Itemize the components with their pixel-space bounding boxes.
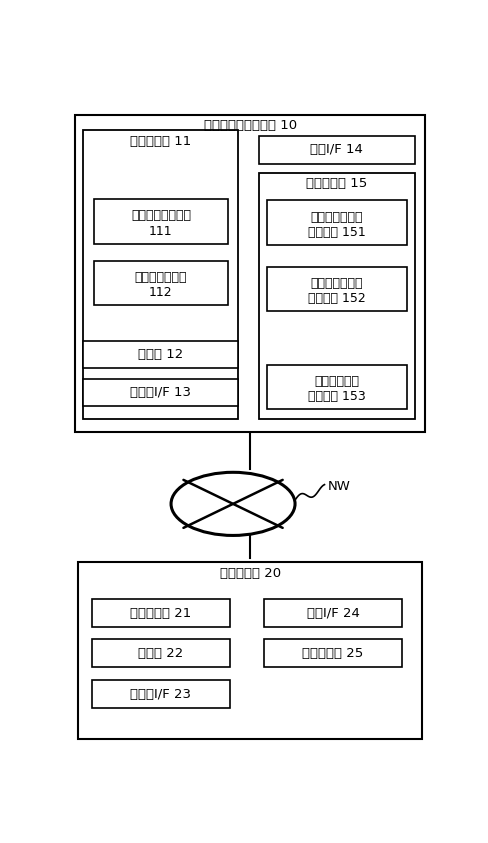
Text: NW: NW bbox=[327, 481, 350, 493]
FancyBboxPatch shape bbox=[94, 260, 228, 305]
FancyBboxPatch shape bbox=[267, 364, 407, 409]
FancyBboxPatch shape bbox=[78, 561, 422, 738]
Text: 111: 111 bbox=[149, 224, 173, 238]
FancyBboxPatch shape bbox=[94, 199, 228, 244]
Text: 通信I/F 24: 通信I/F 24 bbox=[306, 607, 360, 620]
Text: 入出力I/F 23: 入出力I/F 23 bbox=[130, 688, 191, 701]
FancyBboxPatch shape bbox=[92, 599, 230, 627]
Text: 義足情報提供サーバ 10: 義足情報提供サーバ 10 bbox=[203, 120, 297, 132]
Text: メモリ 12: メモリ 12 bbox=[138, 347, 183, 361]
Text: 通信I/F 14: 通信I/F 14 bbox=[310, 143, 364, 156]
Text: テーブル 151: テーブル 151 bbox=[308, 226, 366, 239]
FancyBboxPatch shape bbox=[264, 599, 402, 627]
Text: 義足部品管理: 義足部品管理 bbox=[314, 374, 359, 388]
Text: ユーザ情報受付部: ユーザ情報受付部 bbox=[131, 209, 191, 223]
Text: 義肢製作所管理: 義肢製作所管理 bbox=[311, 277, 363, 290]
Text: プロセッサ 21: プロセッサ 21 bbox=[130, 607, 192, 620]
Text: 入出力I/F 13: 入出力I/F 13 bbox=[130, 386, 191, 399]
Text: プロセッサ 11: プロセッサ 11 bbox=[130, 135, 191, 148]
FancyBboxPatch shape bbox=[82, 379, 238, 406]
Text: メモリ 22: メモリ 22 bbox=[139, 647, 183, 660]
Text: ユーザ端末 20: ユーザ端末 20 bbox=[220, 567, 281, 581]
Text: 112: 112 bbox=[149, 287, 173, 299]
FancyBboxPatch shape bbox=[82, 341, 238, 368]
FancyBboxPatch shape bbox=[92, 680, 230, 708]
Text: テーブル 152: テーブル 152 bbox=[308, 293, 366, 305]
Text: ストレージ 15: ストレージ 15 bbox=[306, 177, 367, 190]
FancyBboxPatch shape bbox=[92, 639, 230, 667]
Text: 義足ユーザ管理: 義足ユーザ管理 bbox=[311, 211, 363, 223]
FancyBboxPatch shape bbox=[267, 201, 407, 245]
Ellipse shape bbox=[171, 472, 295, 535]
FancyBboxPatch shape bbox=[259, 136, 415, 164]
FancyBboxPatch shape bbox=[82, 131, 238, 419]
FancyBboxPatch shape bbox=[264, 639, 402, 667]
FancyBboxPatch shape bbox=[75, 115, 425, 432]
Text: ストレージ 25: ストレージ 25 bbox=[303, 647, 364, 660]
FancyBboxPatch shape bbox=[259, 173, 415, 419]
Text: 推奨情報出力部: 推奨情報出力部 bbox=[135, 271, 187, 284]
Text: テーブル 153: テーブル 153 bbox=[308, 390, 366, 403]
FancyBboxPatch shape bbox=[267, 266, 407, 311]
